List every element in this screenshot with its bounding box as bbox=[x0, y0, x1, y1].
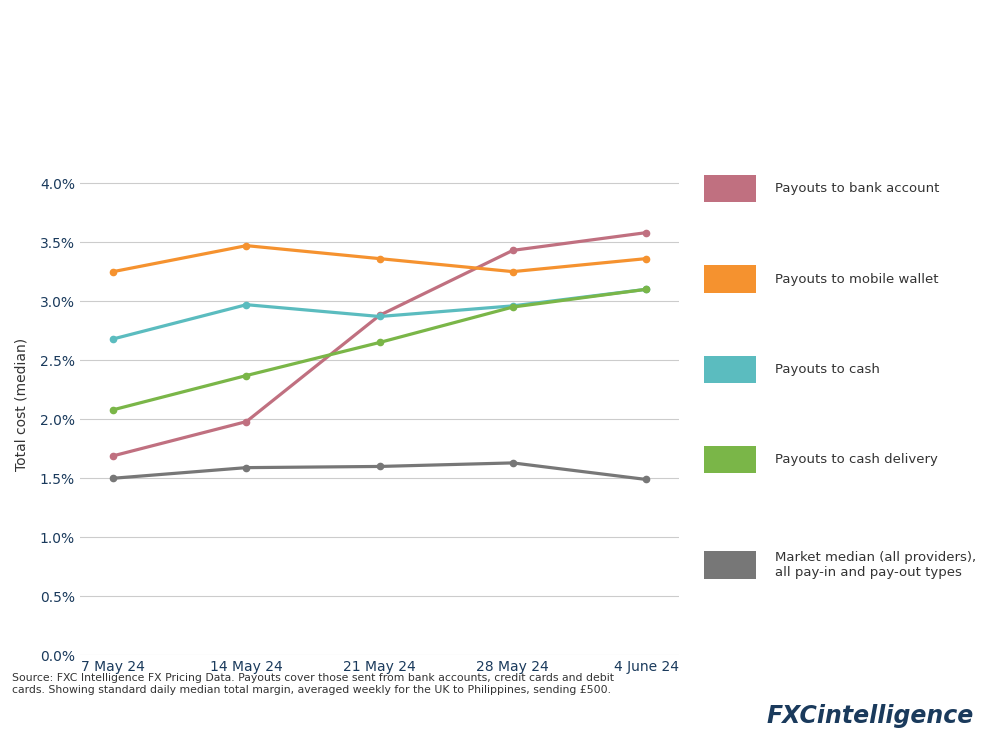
Text: Payouts to bank account: Payouts to bank account bbox=[775, 182, 940, 195]
Text: Payouts to mobile wallet: Payouts to mobile wallet bbox=[775, 273, 939, 285]
Text: Market median (all providers),
all pay-in and pay-out types: Market median (all providers), all pay-i… bbox=[775, 551, 977, 579]
Bar bbox=[704, 446, 755, 473]
Text: Small World increased prices in the month before closure: Small World increased prices in the mont… bbox=[15, 33, 871, 59]
Y-axis label: Total cost (median): Total cost (median) bbox=[15, 338, 29, 471]
Text: Small World median total cost by pay-out, averaged weekly, UK to Philippines: Small World median total cost by pay-out… bbox=[15, 93, 694, 112]
Bar bbox=[704, 551, 755, 579]
Bar bbox=[704, 356, 755, 383]
Text: Payouts to cash: Payouts to cash bbox=[775, 363, 880, 376]
Bar bbox=[704, 265, 755, 293]
Text: Source: FXC Intelligence FX Pricing Data. Payouts cover those sent from bank acc: Source: FXC Intelligence FX Pricing Data… bbox=[12, 673, 614, 695]
Text: FXCintelligence: FXCintelligence bbox=[767, 704, 974, 728]
Text: Payouts to cash delivery: Payouts to cash delivery bbox=[775, 453, 938, 466]
Bar bbox=[704, 175, 755, 202]
